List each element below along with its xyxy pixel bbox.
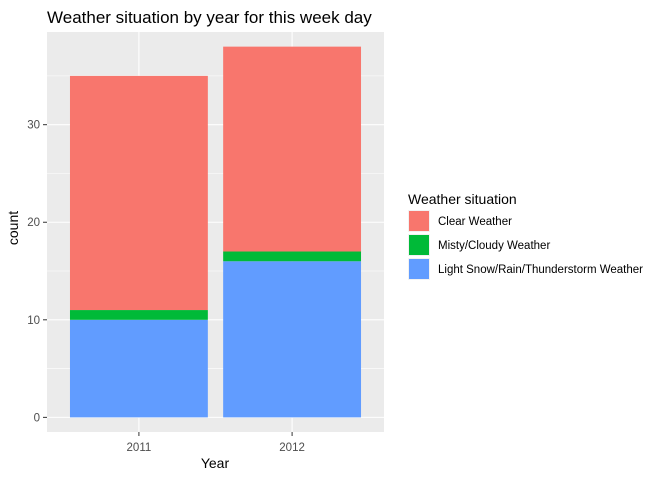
legend-label: Clear Weather xyxy=(438,216,512,228)
legend-label: Light Snow/Rain/Thunderstorm Weather xyxy=(438,264,643,276)
bar-segment xyxy=(223,251,362,262)
x-axis: 2011 2012 xyxy=(127,432,305,454)
legend-key xyxy=(409,259,429,279)
y-tick-label: 20 xyxy=(27,217,40,229)
legend: Weather situation Clear Weather Misty/Clo… xyxy=(408,191,643,280)
plot-panel xyxy=(47,32,384,432)
legend-label: Misty/Cloudy Weather xyxy=(438,240,550,252)
bar-segment xyxy=(69,75,208,311)
bar-segment xyxy=(223,261,362,418)
x-axis-title: Year xyxy=(201,455,230,471)
y-axis-title: count xyxy=(5,211,21,245)
y-tick-label: 30 xyxy=(27,120,40,132)
bar-segment xyxy=(69,310,208,320)
chart-title: Weather situation by year for this week … xyxy=(47,8,372,27)
legend-key xyxy=(409,235,429,255)
bar-segment xyxy=(69,319,208,418)
y-tick-label: 10 xyxy=(27,315,40,327)
x-tick-label: 2012 xyxy=(279,442,305,454)
bar-segment xyxy=(223,46,362,252)
y-tick-label: 0 xyxy=(34,412,40,424)
legend-key xyxy=(409,211,429,231)
legend-title: Weather situation xyxy=(408,191,517,207)
x-tick-label: 2011 xyxy=(127,442,152,454)
y-axis: 0 10 20 30 xyxy=(27,120,47,424)
